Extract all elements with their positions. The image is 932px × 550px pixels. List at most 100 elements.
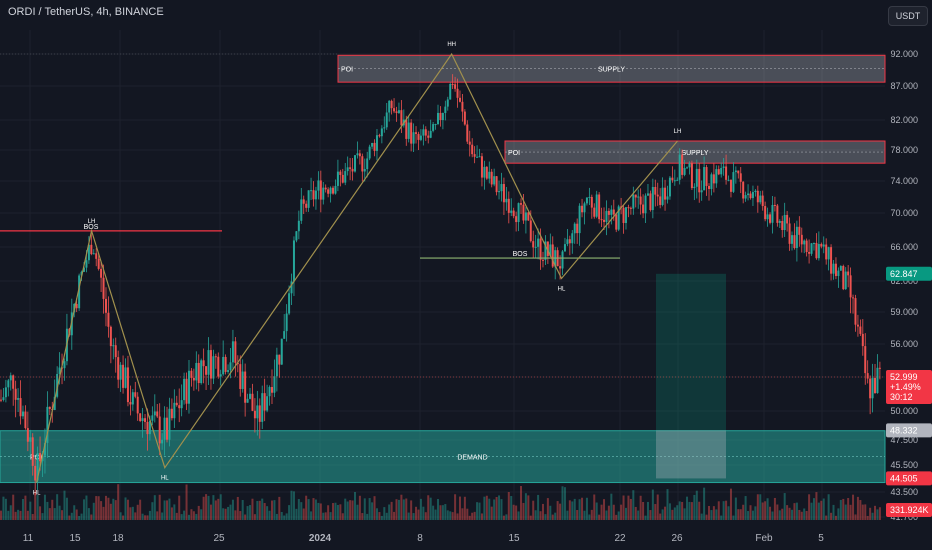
candle-body (332, 187, 335, 194)
candle-body (747, 193, 750, 196)
candle-body (246, 398, 249, 403)
entry-price-label-bg (886, 423, 932, 438)
candle-body (468, 141, 471, 145)
zone-label: SUPPLY (681, 150, 708, 157)
candle-body (319, 180, 322, 200)
volume-bar (771, 511, 774, 520)
volume-bar (456, 513, 459, 520)
candle-body (493, 176, 496, 185)
volume-bar (65, 497, 68, 520)
candle-body (185, 378, 188, 404)
volume-bar (703, 487, 706, 520)
volume-bar (539, 511, 542, 520)
volume-bar (227, 506, 230, 520)
candle-body (517, 203, 520, 223)
poi-label: POI (508, 150, 520, 157)
volume-bar (75, 509, 78, 520)
volume-bar (295, 508, 298, 520)
volume-bar (444, 504, 447, 520)
candle-body (117, 357, 120, 380)
volume-bar (219, 494, 222, 520)
volume-bar (388, 504, 391, 520)
volume-bar (473, 511, 476, 520)
volume-bar (603, 499, 606, 520)
candle-body (444, 106, 447, 114)
volume-bar (856, 496, 859, 520)
candle-body (864, 346, 867, 374)
volume-bar (576, 510, 579, 520)
candle-body (749, 193, 752, 199)
volume-bar (253, 514, 256, 520)
volume-bar (624, 507, 627, 520)
candle-body (400, 110, 403, 126)
candle-body (463, 111, 466, 125)
volume-bar (224, 508, 227, 520)
volume-bar (549, 505, 552, 520)
volume-bar (329, 512, 332, 520)
volume-bar (56, 494, 59, 520)
candle-body (703, 167, 706, 191)
volume-bar (678, 501, 681, 520)
y-tick-label: 62.000 (890, 276, 918, 286)
candle-body (349, 167, 352, 169)
candle-body (622, 207, 625, 224)
candle-body (419, 135, 422, 140)
volume-bar (808, 494, 811, 520)
candle-body (683, 168, 686, 175)
volume-bar (869, 507, 872, 520)
candle-body (258, 405, 261, 422)
volume-bar (595, 502, 598, 520)
volume-bar (441, 505, 444, 520)
candle-body (183, 378, 186, 401)
volume-bar (100, 501, 103, 520)
candle-body (456, 88, 459, 98)
volume-bar (463, 496, 466, 520)
volume-bar (158, 494, 161, 520)
volume-bar (878, 507, 881, 520)
volume-bar (78, 515, 81, 520)
candle-body (759, 195, 762, 203)
volume-bar (708, 505, 710, 520)
candle-body (600, 219, 603, 221)
candle-body (363, 169, 366, 172)
volume-bar (815, 492, 818, 520)
swing-label: HL (558, 286, 566, 292)
y-tick-label: 87.000 (890, 81, 918, 91)
volume-bar (12, 494, 15, 520)
candle-body (737, 170, 740, 174)
candle-body (41, 455, 44, 462)
candle-body (639, 196, 642, 205)
candle-body (53, 396, 56, 410)
currency-button[interactable]: USDT (888, 6, 928, 26)
volume-bar (336, 504, 339, 520)
candle-body (380, 128, 383, 137)
candle-body (312, 190, 315, 200)
candle-body (346, 167, 349, 172)
volume-bar (258, 500, 261, 520)
candle-body (593, 207, 596, 217)
y-tick-label: 70.000 (890, 208, 918, 218)
candle-body (688, 163, 691, 168)
volume-bar (251, 498, 254, 520)
volume-bar (212, 495, 215, 520)
volume-bar (556, 501, 559, 520)
volume-bar (812, 498, 815, 520)
bos-label: BOS (84, 224, 99, 231)
candle-body (473, 154, 476, 157)
candle-body (649, 193, 652, 211)
volume-bar (153, 495, 156, 520)
candle-body (656, 194, 659, 197)
candle-body (673, 180, 676, 182)
candle-body (136, 396, 139, 414)
candle-body (231, 341, 234, 363)
volume-bar (852, 494, 855, 520)
volume-bar (319, 503, 322, 520)
candle-body (727, 179, 730, 181)
candle-body (710, 174, 713, 189)
candle-body (458, 97, 461, 102)
volume-bar (9, 505, 12, 520)
volume-bar (244, 514, 247, 520)
volume-bar (346, 501, 349, 520)
candle-body (820, 243, 823, 247)
